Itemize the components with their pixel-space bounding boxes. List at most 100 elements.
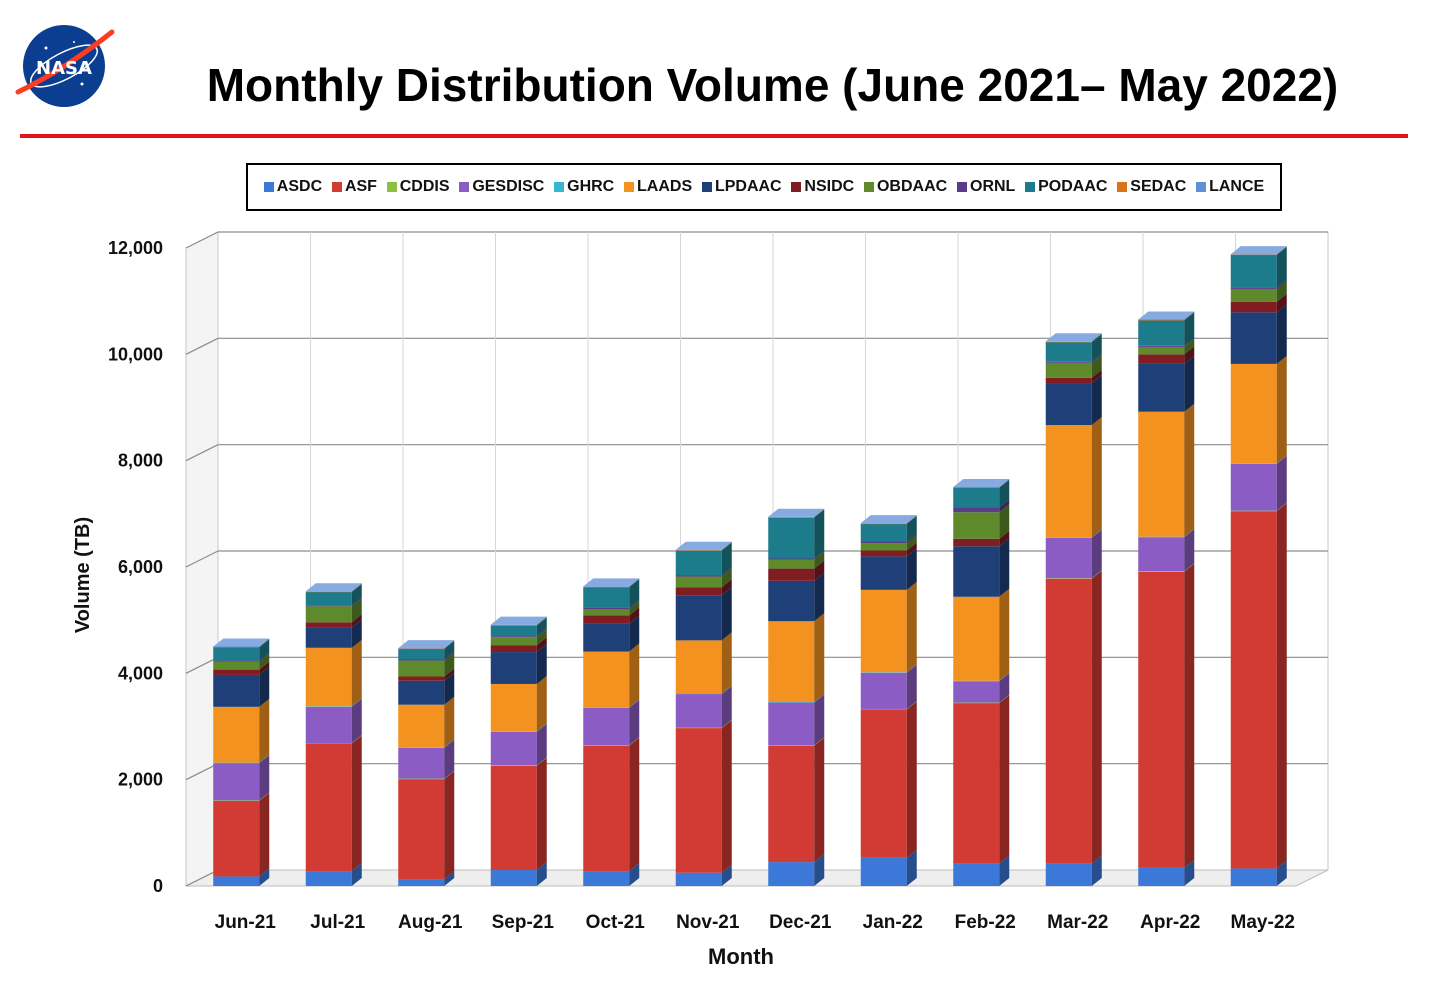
bar-segment-side	[906, 700, 917, 710]
bar-top	[860, 515, 917, 524]
bar-segment	[675, 550, 722, 576]
gridline-side	[185, 550, 219, 568]
bar-segment	[213, 647, 260, 661]
legend-item: LANCE	[1196, 178, 1264, 196]
bar-segment-side	[444, 739, 455, 779]
bar-segment-side	[1276, 455, 1287, 464]
bar-segment-side	[259, 639, 270, 661]
bar-segment-side	[444, 672, 455, 705]
legend-item: NSIDC	[791, 178, 854, 196]
bar-segment	[675, 872, 722, 886]
bar-segment	[583, 607, 630, 610]
legend-label: GESDISC	[472, 178, 545, 195]
legend-label: NSIDC	[804, 178, 855, 195]
bar-segment-side	[259, 653, 270, 670]
bar-segment-side	[536, 723, 547, 766]
y-axis-title: Volume (TB)	[72, 517, 94, 633]
bar-segment	[213, 669, 260, 675]
legend-swatch	[331, 182, 342, 192]
x-tick-label: Jul-21	[310, 912, 365, 933]
bar-segment	[768, 580, 815, 622]
bar-segment	[768, 559, 815, 569]
bar-segment-side	[906, 701, 917, 858]
bar-segment-side	[1184, 355, 1195, 412]
bar-segment-side	[1276, 860, 1287, 886]
bar-segment-side	[999, 530, 1010, 547]
bar-segment-side	[814, 572, 825, 622]
bar-segment	[213, 646, 260, 648]
bar-segment	[860, 523, 907, 525]
bar-segment-side	[536, 723, 547, 732]
bar-segment-side	[1091, 855, 1102, 886]
bar-segment-side	[906, 542, 917, 557]
bar-top	[583, 578, 640, 587]
legend-item: LAADS	[624, 178, 692, 196]
bar-segment	[675, 550, 722, 551]
bar-segment-side	[629, 578, 640, 588]
bar-segment-side	[1276, 246, 1287, 288]
bar-segment	[860, 709, 907, 858]
legend-swatch	[701, 182, 712, 192]
bar-segment	[953, 512, 1000, 539]
bar-segment-side	[536, 616, 547, 626]
legend-item: ASF	[331, 178, 377, 196]
bar-segment-side	[259, 639, 270, 648]
bar-segment	[583, 651, 630, 708]
bar-segment-side	[259, 661, 270, 675]
bar-segment	[305, 706, 352, 707]
bar-segment	[860, 672, 907, 673]
legend-item: GHRC	[554, 178, 614, 196]
bar-segment	[1138, 537, 1185, 572]
gridline-side	[185, 337, 219, 355]
bar-segment-side	[1276, 246, 1287, 255]
bar-segment-side	[351, 583, 362, 606]
bar-segment-side	[1184, 346, 1195, 364]
bar-segment	[768, 862, 815, 886]
bar-segment-side	[351, 735, 362, 872]
bar-segment	[213, 800, 260, 801]
bar-segment	[1045, 362, 1092, 378]
bar-segment	[583, 707, 630, 708]
bar-segment	[490, 765, 537, 871]
bar-segment	[675, 694, 722, 728]
bar-segment-side	[444, 640, 455, 649]
bar-segment-side	[629, 699, 640, 708]
bar-segment-side	[444, 771, 455, 880]
bar-segment-side	[629, 699, 640, 746]
legend-item: OBDAAC	[863, 178, 947, 196]
bar-segment-side	[259, 754, 270, 764]
bar-segment	[213, 706, 260, 763]
bar-segment	[675, 576, 722, 588]
bar-segment	[675, 549, 722, 551]
bar-segment	[490, 636, 537, 638]
bar-segment-side	[721, 542, 732, 551]
bar-segment-side	[906, 515, 917, 542]
bar-segment	[1138, 354, 1185, 364]
bar-segment-side	[1184, 563, 1195, 868]
bar-segment	[860, 708, 907, 710]
legend-label: LANCE	[1209, 178, 1265, 195]
bar-segment-side	[1276, 503, 1287, 869]
bar-segment-side	[721, 587, 732, 641]
bar-segment	[1230, 312, 1277, 364]
x-tick-label: Apr-22	[1140, 912, 1200, 933]
legend-swatch	[957, 182, 967, 192]
bar-segment	[213, 763, 260, 801]
bar-segment-side	[906, 581, 917, 673]
bar-segment	[953, 596, 1000, 681]
bar-segment-side	[629, 599, 640, 610]
bar-segment	[1138, 363, 1185, 412]
bar-segment-side	[536, 644, 547, 684]
bar-segment	[398, 680, 445, 705]
bar-segment	[490, 625, 537, 637]
bar-segment-side	[1276, 246, 1287, 255]
bar-segment	[213, 800, 260, 877]
bar-segment	[860, 556, 907, 590]
bar-segment	[1230, 288, 1277, 302]
bar-segment-side	[1276, 280, 1287, 302]
bar-segment-side	[259, 868, 270, 886]
bar-segment-side	[721, 567, 732, 577]
bar-segment-side	[444, 668, 455, 681]
legend-swatch	[459, 182, 470, 192]
bar-segment	[1045, 863, 1092, 886]
